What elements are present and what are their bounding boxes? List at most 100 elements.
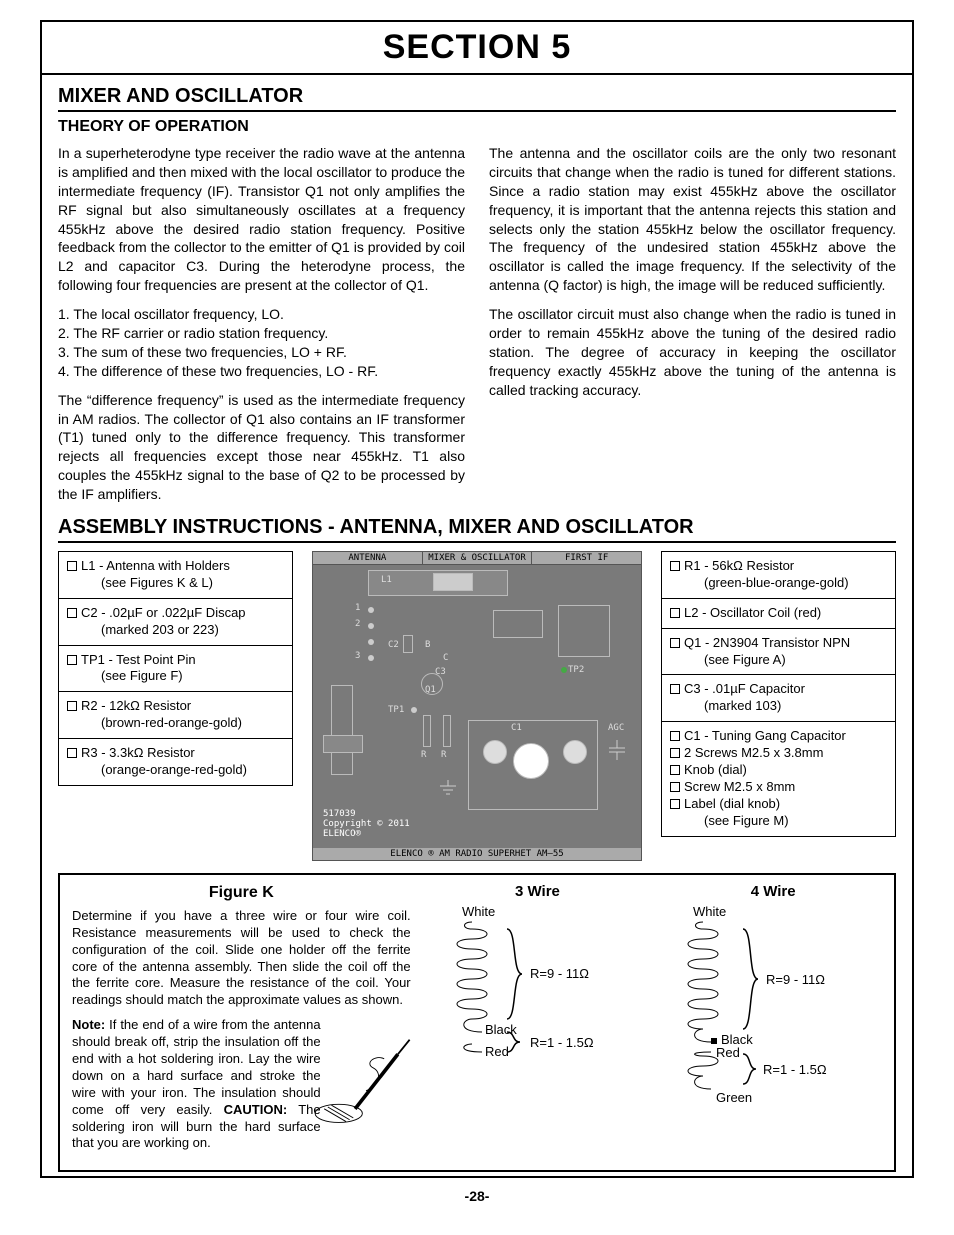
part-label: L2 - Oscillator Coil (red)	[684, 605, 821, 620]
part-label: R2 - 12kΩ Resistor	[81, 698, 191, 713]
pcb-body: L1 1 2 3 C2 C3 B	[313, 565, 641, 835]
pcb-label-agc: AGC	[608, 723, 624, 733]
part-sublabel: (see Figure M)	[670, 813, 887, 830]
pcb-footer: ELENCO ® AM RADIO SUPERHET AM–55	[313, 848, 641, 860]
four-wire-title: 4 Wire	[664, 883, 882, 900]
part-box-q1: Q1 - 2N3904 Transistor NPN (see Figure A…	[661, 629, 896, 676]
theory-para-1: In a superheterodyne type receiver the r…	[58, 144, 465, 295]
three-wire-title: 3 Wire	[429, 883, 647, 900]
resistance-top: R=9 - 11Ω	[766, 972, 825, 987]
figure-k-block: Figure K Determine if you have a three w…	[58, 873, 896, 1172]
checkbox-icon[interactable]	[67, 655, 77, 665]
part-label: R3 - 3.3kΩ Resistor	[81, 745, 195, 760]
part-box-r2: R2 - 12kΩ Resistor (brown-red-orange-gol…	[58, 692, 293, 739]
figure-k-p1: Determine if you have a three wire or fo…	[72, 908, 411, 1009]
part-sublabel: (marked 203 or 223)	[67, 622, 284, 639]
soldering-iron-icon	[311, 1027, 421, 1127]
frequency-list: 1. The local oscillator frequency, LO. 2…	[58, 305, 465, 381]
left-parts-column: L1 - Antenna with Holders (see Figures K…	[58, 551, 293, 786]
section-title: SECTION 5	[42, 22, 912, 75]
heading-assembly: ASSEMBLY INSTRUCTIONS - ANTENNA, MIXER A…	[58, 516, 896, 543]
right-parts-column: R1 - 56kΩ Resistor (green-blue-orange-go…	[661, 551, 896, 837]
part-box-c1-group: C1 - Tuning Gang Capacitor 2 Screws M2.5…	[661, 722, 896, 836]
part-sublabel: (see Figure F)	[67, 668, 284, 685]
resistance-bottom: R=1 - 1.5Ω	[530, 1035, 594, 1050]
wire-label-green: Green	[716, 1090, 752, 1105]
part-label: TP1 - Test Point Pin	[81, 652, 196, 667]
resistance-bottom: R=1 - 1.5Ω	[763, 1062, 827, 1077]
content-area: MIXER AND OSCILLATOR THEORY OF OPERATION…	[42, 75, 912, 1176]
theory-text-columns: In a superheterodyne type receiver the r…	[58, 144, 896, 504]
caution-label: CAUTION:	[224, 1102, 288, 1117]
checkbox-icon[interactable]	[670, 638, 680, 648]
pcb-label-b: B	[425, 640, 430, 650]
figure-k-note: Note: If the end of a wire from the ante…	[72, 1017, 411, 1152]
three-wire-coil-diagram: White Black Red R=9 - 11Ω R=1 - 1.5Ω	[452, 904, 622, 1094]
part-box-l2: L2 - Oscillator Coil (red)	[661, 599, 896, 629]
checkbox-icon[interactable]	[670, 608, 680, 618]
freq-item-2: 2. The RF carrier or radio station frequ…	[58, 324, 465, 343]
wire-label-white: White	[462, 904, 495, 919]
part-sublabel: (see Figure A)	[670, 652, 887, 669]
theory-para-4: The oscillator circuit must also change …	[489, 305, 896, 399]
checkbox-icon[interactable]	[670, 782, 680, 792]
assembly-row: L1 - Antenna with Holders (see Figures K…	[58, 551, 896, 861]
part-label: Label (dial knob)	[684, 796, 780, 811]
checkbox-icon[interactable]	[670, 561, 680, 571]
part-box-c2: C2 - .02µF or .022µF Discap (marked 203 …	[58, 599, 293, 646]
pcb-label-c1: C1	[511, 723, 522, 733]
four-wire-coil-diagram: White Black Red Green R=9 - 11Ω R=1 - 1.…	[683, 904, 863, 1114]
part-sublabel: (green-blue-orange-gold)	[670, 575, 887, 592]
checkbox-icon[interactable]	[670, 684, 680, 694]
checkbox-icon[interactable]	[67, 748, 77, 758]
freq-item-3: 3. The sum of these two frequencies, LO …	[58, 343, 465, 362]
part-box-l1: L1 - Antenna with Holders (see Figures K…	[58, 551, 293, 599]
part-label: 2 Screws M2.5 x 3.8mm	[684, 745, 823, 760]
pcb-label-l1: L1	[381, 575, 392, 585]
heading-theory: THEORY OF OPERATION	[58, 118, 896, 136]
checkbox-icon[interactable]	[67, 701, 77, 711]
wire-label-red: Red	[716, 1045, 740, 1060]
freq-item-4: 4. The difference of these two frequenci…	[58, 362, 465, 381]
pcb-header-firstif: FIRST IF	[532, 552, 641, 564]
checkbox-icon[interactable]	[67, 608, 77, 618]
part-box-r1: R1 - 56kΩ Resistor (green-blue-orange-go…	[661, 551, 896, 599]
checkbox-icon[interactable]	[67, 561, 77, 571]
pcb-label-c: C	[443, 653, 448, 663]
pcb-header-mixer: MIXER & OSCILLATOR	[423, 552, 533, 564]
page-number: -28-	[40, 1188, 914, 1204]
figure-k-title: Figure K	[72, 883, 411, 904]
four-wire-column: 4 Wire	[664, 883, 882, 1160]
figure-k-text: Figure K Determine if you have a three w…	[72, 883, 411, 1160]
pcb-label-tp2: TP2	[568, 665, 584, 675]
part-sublabel: (see Figures K & L)	[67, 575, 284, 592]
part-label: L1 - Antenna with Holders	[81, 558, 230, 573]
freq-item-1: 1. The local oscillator frequency, LO.	[58, 305, 465, 324]
pcb-header-antenna: ANTENNA	[313, 552, 423, 564]
part-box-r3: R3 - 3.3kΩ Resistor (orange-orange-red-g…	[58, 739, 293, 786]
checkbox-icon[interactable]	[670, 765, 680, 775]
theory-para-2: The “difference frequency” is used as th…	[58, 391, 465, 504]
checkbox-icon[interactable]	[670, 799, 680, 809]
part-label: R1 - 56kΩ Resistor	[684, 558, 794, 573]
part-label: Screw M2.5 x 8mm	[684, 779, 795, 794]
part-label: C3 - .01µF Capacitor	[684, 681, 805, 696]
pcb-header: ANTENNA MIXER & OSCILLATOR FIRST IF	[313, 552, 641, 565]
part-label: C2 - .02µF or .022µF Discap	[81, 605, 246, 620]
theory-para-3: The antenna and the oscillator coils are…	[489, 144, 896, 295]
part-box-tp1: TP1 - Test Point Pin (see Figure F)	[58, 646, 293, 693]
pcb-label-c2: C2	[388, 640, 399, 650]
checkbox-icon[interactable]	[670, 748, 680, 758]
pcb-label-tp1: TP1	[388, 705, 404, 715]
wire-label-red: Red	[485, 1044, 509, 1059]
page-border: SECTION 5 MIXER AND OSCILLATOR THEORY OF…	[40, 20, 914, 1178]
part-sublabel: (brown-red-orange-gold)	[67, 715, 284, 732]
part-sublabel: (marked 103)	[670, 698, 887, 715]
wire-label-black: Black	[485, 1022, 517, 1037]
checkbox-icon[interactable]	[670, 731, 680, 741]
part-label: Knob (dial)	[684, 762, 747, 777]
part-box-c3: C3 - .01µF Capacitor (marked 103)	[661, 675, 896, 722]
heading-mixer-oscillator: MIXER AND OSCILLATOR	[58, 85, 896, 112]
note-label: Note:	[72, 1017, 105, 1032]
part-label: C1 - Tuning Gang Capacitor	[684, 728, 846, 743]
